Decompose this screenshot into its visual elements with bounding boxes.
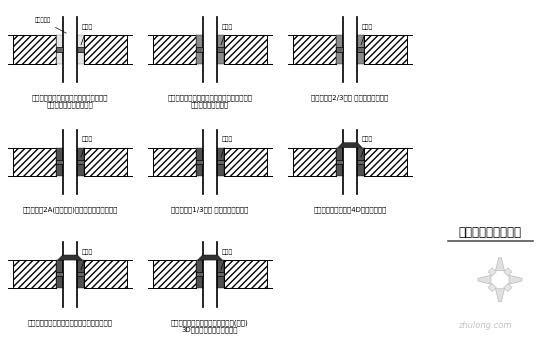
Text: 二、试水：完成一道防水，先用临时封堵材料: 二、试水：完成一道防水，先用临时封堵材料 bbox=[167, 94, 253, 101]
Bar bbox=[364, 35, 407, 64]
Bar bbox=[217, 160, 225, 164]
Polygon shape bbox=[496, 289, 505, 302]
Bar bbox=[63, 17, 77, 82]
Bar bbox=[63, 242, 77, 307]
Bar bbox=[55, 48, 63, 52]
Bar bbox=[335, 48, 343, 52]
Text: 止水环: 止水环 bbox=[81, 137, 93, 157]
Text: 三、验收：2/3范围 管道缝隙处理完毕: 三、验收：2/3范围 管道缝隙处理完毕 bbox=[311, 94, 389, 101]
Bar bbox=[357, 35, 364, 64]
Bar bbox=[196, 148, 203, 176]
Bar bbox=[77, 160, 85, 164]
Polygon shape bbox=[338, 143, 362, 148]
Text: 止水环: 止水环 bbox=[81, 249, 93, 270]
Bar bbox=[217, 260, 224, 288]
Bar bbox=[336, 35, 343, 64]
Bar bbox=[488, 268, 496, 276]
Bar bbox=[203, 129, 217, 194]
Bar bbox=[84, 35, 127, 64]
Text: 八、处理：检验管道周围预留孔洞(管道): 八、处理：检验管道周围预留孔洞(管道) bbox=[171, 319, 249, 326]
Bar bbox=[77, 272, 85, 276]
Bar bbox=[488, 283, 496, 292]
Text: 暂时封堵管道四周缝隙。: 暂时封堵管道四周缝隙。 bbox=[46, 101, 94, 108]
Polygon shape bbox=[478, 275, 491, 284]
Bar bbox=[364, 148, 407, 176]
Text: 七、处理：完成防水处理，管道周围处理完成: 七、处理：完成防水处理，管道周围处理完成 bbox=[27, 319, 113, 326]
Bar bbox=[63, 129, 77, 194]
Text: 一、初装：管道穿楼板后用临时封堵材料: 一、初装：管道穿楼板后用临时封堵材料 bbox=[32, 94, 108, 101]
Bar bbox=[55, 160, 63, 164]
Bar bbox=[203, 17, 217, 82]
Bar bbox=[153, 148, 196, 176]
Bar bbox=[196, 35, 203, 64]
Bar bbox=[56, 260, 63, 288]
Bar bbox=[217, 148, 224, 176]
Bar bbox=[77, 35, 84, 64]
Bar bbox=[293, 35, 336, 64]
Text: 止水环: 止水环 bbox=[221, 25, 233, 45]
Bar bbox=[195, 272, 203, 276]
Bar bbox=[84, 260, 127, 288]
Bar bbox=[343, 17, 357, 82]
Bar bbox=[357, 48, 365, 52]
Bar bbox=[336, 148, 343, 176]
Bar bbox=[77, 148, 84, 176]
Bar bbox=[203, 242, 217, 307]
Text: 封堵后再进行试水。: 封堵后再进行试水。 bbox=[191, 101, 229, 108]
Bar bbox=[195, 160, 203, 164]
Text: zhulong.com: zhulong.com bbox=[458, 320, 512, 330]
Bar bbox=[343, 129, 357, 194]
Text: 止水环: 止水环 bbox=[221, 249, 233, 270]
Text: 止水环: 止水环 bbox=[81, 25, 93, 45]
Bar bbox=[217, 272, 225, 276]
Bar bbox=[56, 35, 63, 64]
Bar bbox=[224, 148, 267, 176]
Text: 四、处理：2A(补充说明)楼板缝隙处理情况说明: 四、处理：2A(补充说明)楼板缝隙处理情况说明 bbox=[22, 207, 118, 213]
Text: 防水涂料层: 防水涂料层 bbox=[34, 18, 66, 33]
Bar bbox=[503, 268, 512, 276]
Bar bbox=[55, 272, 63, 276]
Text: 六、处理：管道采用4D方法处理完毕: 六、处理：管道采用4D方法处理完毕 bbox=[313, 207, 387, 213]
Polygon shape bbox=[198, 255, 222, 260]
Bar bbox=[13, 260, 56, 288]
Bar bbox=[84, 148, 127, 176]
Bar bbox=[77, 260, 84, 288]
Polygon shape bbox=[496, 258, 505, 271]
Polygon shape bbox=[58, 255, 82, 260]
Bar bbox=[56, 148, 63, 176]
Bar bbox=[357, 148, 364, 176]
Bar bbox=[153, 35, 196, 64]
Text: 管道防渗漏施工步骤: 管道防渗漏施工步骤 bbox=[459, 226, 521, 239]
Text: 3D方法处理完毕（成品图）: 3D方法处理完毕（成品图） bbox=[182, 326, 238, 333]
Bar bbox=[153, 260, 196, 288]
Bar bbox=[357, 160, 365, 164]
Bar bbox=[196, 260, 203, 288]
Polygon shape bbox=[509, 275, 522, 284]
Bar bbox=[224, 260, 267, 288]
Bar bbox=[293, 148, 336, 176]
Text: 止水环: 止水环 bbox=[361, 137, 373, 157]
Bar bbox=[195, 48, 203, 52]
Bar bbox=[217, 35, 224, 64]
Bar bbox=[13, 148, 56, 176]
Text: 止水环: 止水环 bbox=[361, 25, 373, 45]
Bar bbox=[13, 35, 56, 64]
Bar bbox=[224, 35, 267, 64]
Bar bbox=[335, 160, 343, 164]
Text: 五、处理：1/3范围 管道缝隙处理完毕: 五、处理：1/3范围 管道缝隙处理完毕 bbox=[171, 207, 249, 213]
Bar bbox=[77, 48, 85, 52]
Bar bbox=[503, 283, 512, 292]
Bar bbox=[217, 48, 225, 52]
Text: 止水环: 止水环 bbox=[221, 137, 233, 157]
